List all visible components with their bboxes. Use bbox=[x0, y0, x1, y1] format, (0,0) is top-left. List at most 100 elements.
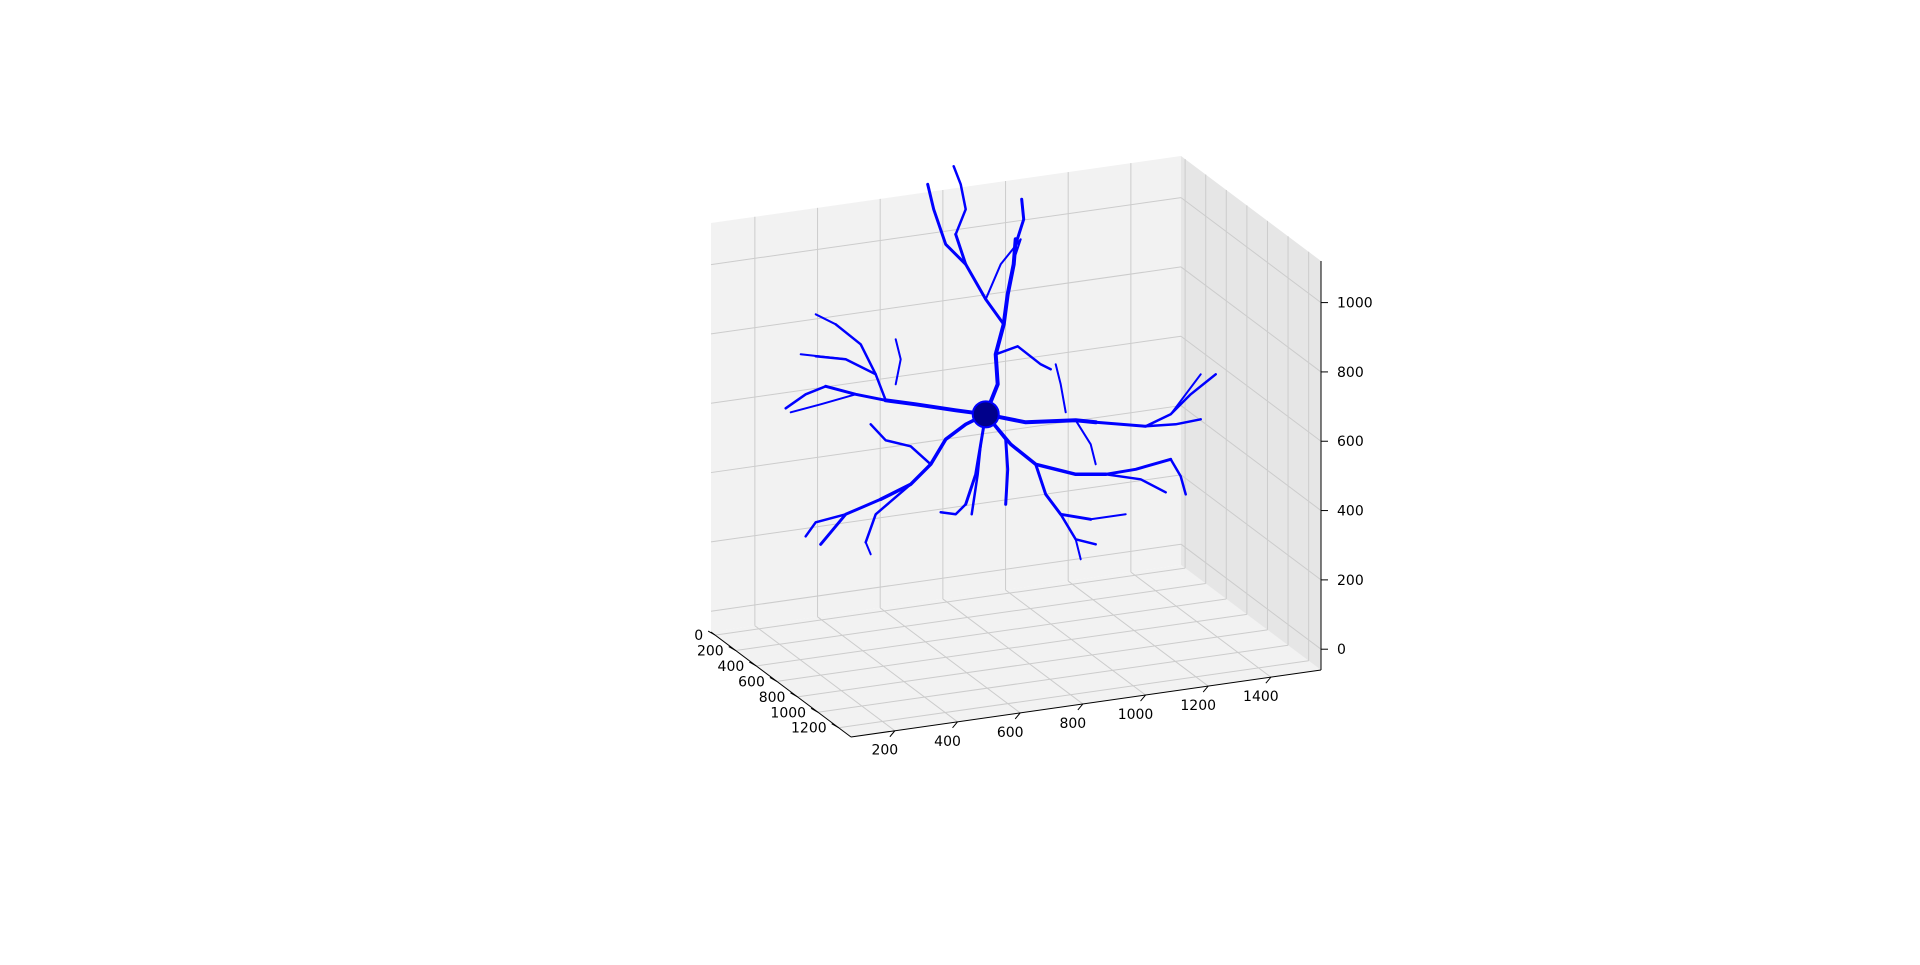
y-tick bbox=[707, 630, 716, 636]
y-grid-floor bbox=[715, 567, 1186, 636]
branch-up-side2 bbox=[984, 238, 1022, 301]
branch-lowleft-tip bbox=[864, 541, 872, 556]
x-tick bbox=[1265, 676, 1272, 684]
x-tick bbox=[952, 721, 958, 729]
branch-lowleft-main bbox=[878, 412, 988, 502]
z-tick-label: 800 bbox=[1337, 365, 1364, 381]
y-grid-floor bbox=[817, 644, 1289, 713]
y-grid-floor bbox=[735, 583, 1206, 652]
branch-up-side bbox=[994, 345, 1052, 371]
x-grid-floor bbox=[1067, 580, 1209, 687]
neuron-branches bbox=[784, 165, 1217, 561]
x-grid-floor bbox=[754, 625, 896, 732]
back-pane bbox=[711, 156, 1181, 632]
z-grid-back bbox=[710, 197, 1182, 266]
axis-panes bbox=[711, 156, 1321, 737]
branch-lowright-mid bbox=[1104, 457, 1173, 476]
x-tick-label: 1200 bbox=[1180, 698, 1216, 714]
z-grid-back bbox=[710, 266, 1182, 335]
branch-left-main bbox=[883, 398, 988, 417]
x-grid-floor bbox=[817, 616, 958, 723]
branch-lowright-tip2 bbox=[1089, 513, 1127, 521]
branch-lowright-lower bbox=[1104, 473, 1167, 494]
z-grid-side bbox=[1180, 197, 1322, 303]
z-grid-back bbox=[710, 474, 1182, 543]
y-tick-label: 400 bbox=[718, 659, 745, 675]
z-tick-label: 1000 bbox=[1337, 296, 1373, 312]
x-grid-floor bbox=[1130, 571, 1272, 678]
y-tick bbox=[728, 646, 736, 651]
branch-right-drop bbox=[1074, 419, 1097, 466]
side-pane bbox=[1181, 156, 1321, 670]
z-tick-label: 200 bbox=[1337, 573, 1364, 589]
y-grid-floor bbox=[776, 613, 1247, 682]
x-tick bbox=[1140, 694, 1146, 702]
branch-right-spike bbox=[1054, 363, 1067, 414]
branch-lowright-tip3 bbox=[1074, 538, 1082, 561]
x-tick bbox=[1077, 703, 1084, 711]
branch-up-left bbox=[926, 182, 968, 266]
z-tick-label: 0 bbox=[1337, 642, 1346, 658]
branch-up-mid bbox=[954, 232, 1006, 326]
branch-lowleft-upper bbox=[864, 483, 912, 544]
x-tick-label: 1400 bbox=[1243, 689, 1279, 705]
x-tick bbox=[1202, 685, 1209, 693]
y-tick bbox=[790, 692, 798, 698]
floor-pane bbox=[711, 565, 1321, 737]
z-grid-side bbox=[1180, 266, 1322, 373]
y-tick-label: 0 bbox=[694, 628, 703, 644]
branch-lowright-tip bbox=[1169, 458, 1187, 496]
branch-right-mid bbox=[1094, 420, 1148, 428]
branch-right-lower bbox=[1144, 418, 1202, 428]
y-grid-floor bbox=[756, 598, 1227, 667]
x-tick bbox=[1014, 712, 1021, 720]
branch-left-lower bbox=[784, 385, 827, 410]
neuron-soma bbox=[971, 400, 1000, 429]
soma-body bbox=[971, 400, 1000, 429]
branch-lowleft-mid2 bbox=[804, 513, 847, 538]
branch-left-spike bbox=[894, 338, 902, 386]
z-grid-back bbox=[710, 543, 1182, 612]
x-tick-label: 1000 bbox=[1118, 707, 1154, 723]
x-grid-floor bbox=[942, 598, 1084, 705]
y-tick bbox=[831, 723, 839, 729]
x-tick-label: 200 bbox=[871, 743, 898, 759]
y-tick-label: 800 bbox=[759, 690, 786, 706]
z-grid-back bbox=[710, 335, 1182, 404]
x-axis-line bbox=[850, 669, 1322, 738]
branch-left-tip3 bbox=[799, 353, 847, 361]
x-tick-label: 800 bbox=[1059, 716, 1086, 732]
z-grid-side bbox=[1180, 474, 1322, 581]
y-tick-label: 200 bbox=[697, 644, 724, 660]
y-tick bbox=[749, 661, 757, 667]
branch-right-upper bbox=[1144, 373, 1217, 428]
x-grid-floor bbox=[1005, 589, 1146, 696]
branch-lowleft-loop bbox=[869, 423, 932, 466]
y-grid-floor bbox=[838, 660, 1309, 729]
z-grid-side bbox=[1180, 335, 1322, 442]
z-grid-side bbox=[1180, 405, 1322, 511]
branch-up-left-tip bbox=[952, 165, 967, 236]
z-tick-label: 400 bbox=[1337, 504, 1364, 520]
y-tick bbox=[769, 676, 778, 682]
x-tick-label: 600 bbox=[997, 725, 1024, 741]
y-tick-label: 1000 bbox=[770, 705, 806, 721]
branch-left-top-tip bbox=[814, 313, 837, 326]
x-grid-floor bbox=[879, 607, 1021, 714]
x-tick-label: 400 bbox=[934, 734, 961, 750]
y-grid-floor bbox=[797, 629, 1268, 698]
x-tick bbox=[889, 730, 896, 738]
branch-right-upper2 bbox=[1169, 373, 1202, 416]
z-grid-side bbox=[1180, 543, 1322, 650]
branch-right-main bbox=[983, 412, 1098, 425]
branch-left-tip2 bbox=[789, 393, 857, 414]
axis-ticks: 2004006008001000120014000200400600800100… bbox=[694, 296, 1372, 759]
branch-down-left-tip bbox=[939, 503, 967, 516]
axis-grid bbox=[710, 159, 1322, 732]
y-tick-label: 1200 bbox=[791, 721, 827, 737]
branch-lowright-down bbox=[1034, 462, 1093, 521]
y-tick bbox=[810, 707, 819, 713]
branch-left-top bbox=[834, 323, 877, 376]
